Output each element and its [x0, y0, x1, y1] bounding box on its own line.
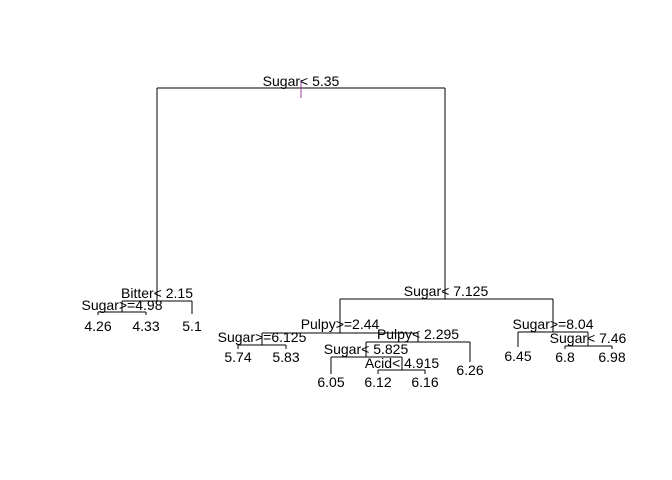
split-label-sugar-804: Sugar>=8.04 — [513, 316, 594, 332]
leaf-value: 5.83 — [272, 349, 299, 365]
leaf-value: 5.74 — [224, 349, 251, 365]
split-label-root: Sugar< 5.35 — [263, 73, 340, 89]
split-label-sugar-5825: Sugar< 5.825 — [324, 341, 409, 357]
leaf-value: 6.26 — [456, 362, 483, 378]
split-label-bitter: Bitter< 2.15 — [121, 285, 193, 301]
split-label-sugar-746: Sugar< 7.46 — [550, 330, 627, 346]
leaf-value: 4.33 — [132, 318, 159, 334]
split-label-sugar-6125: Sugar>=6.125 — [218, 329, 307, 345]
split-label-acid-4915: Acid< 4.915 — [365, 355, 440, 371]
leaf-value: 6.45 — [504, 348, 531, 364]
leaf-value: 6.98 — [598, 349, 625, 365]
split-label-sugar-498: Sugar>=4.98 — [82, 297, 163, 313]
split-label-pulpy-244: Pulpy>=2.44 — [301, 316, 380, 332]
split-label-sugar-7125: Sugar< 7.125 — [404, 283, 489, 299]
split-label-pulpy-2295: Pulpy< 2.295 — [377, 326, 459, 342]
leaf-value: 6.16 — [411, 374, 438, 390]
leaf-value: 6.12 — [364, 374, 391, 390]
leaf-value: 4.26 — [84, 318, 111, 334]
leaf-value: 6.05 — [317, 374, 344, 390]
leaf-value: 5.1 — [182, 318, 202, 334]
leaf-value: 6.8 — [555, 349, 575, 365]
